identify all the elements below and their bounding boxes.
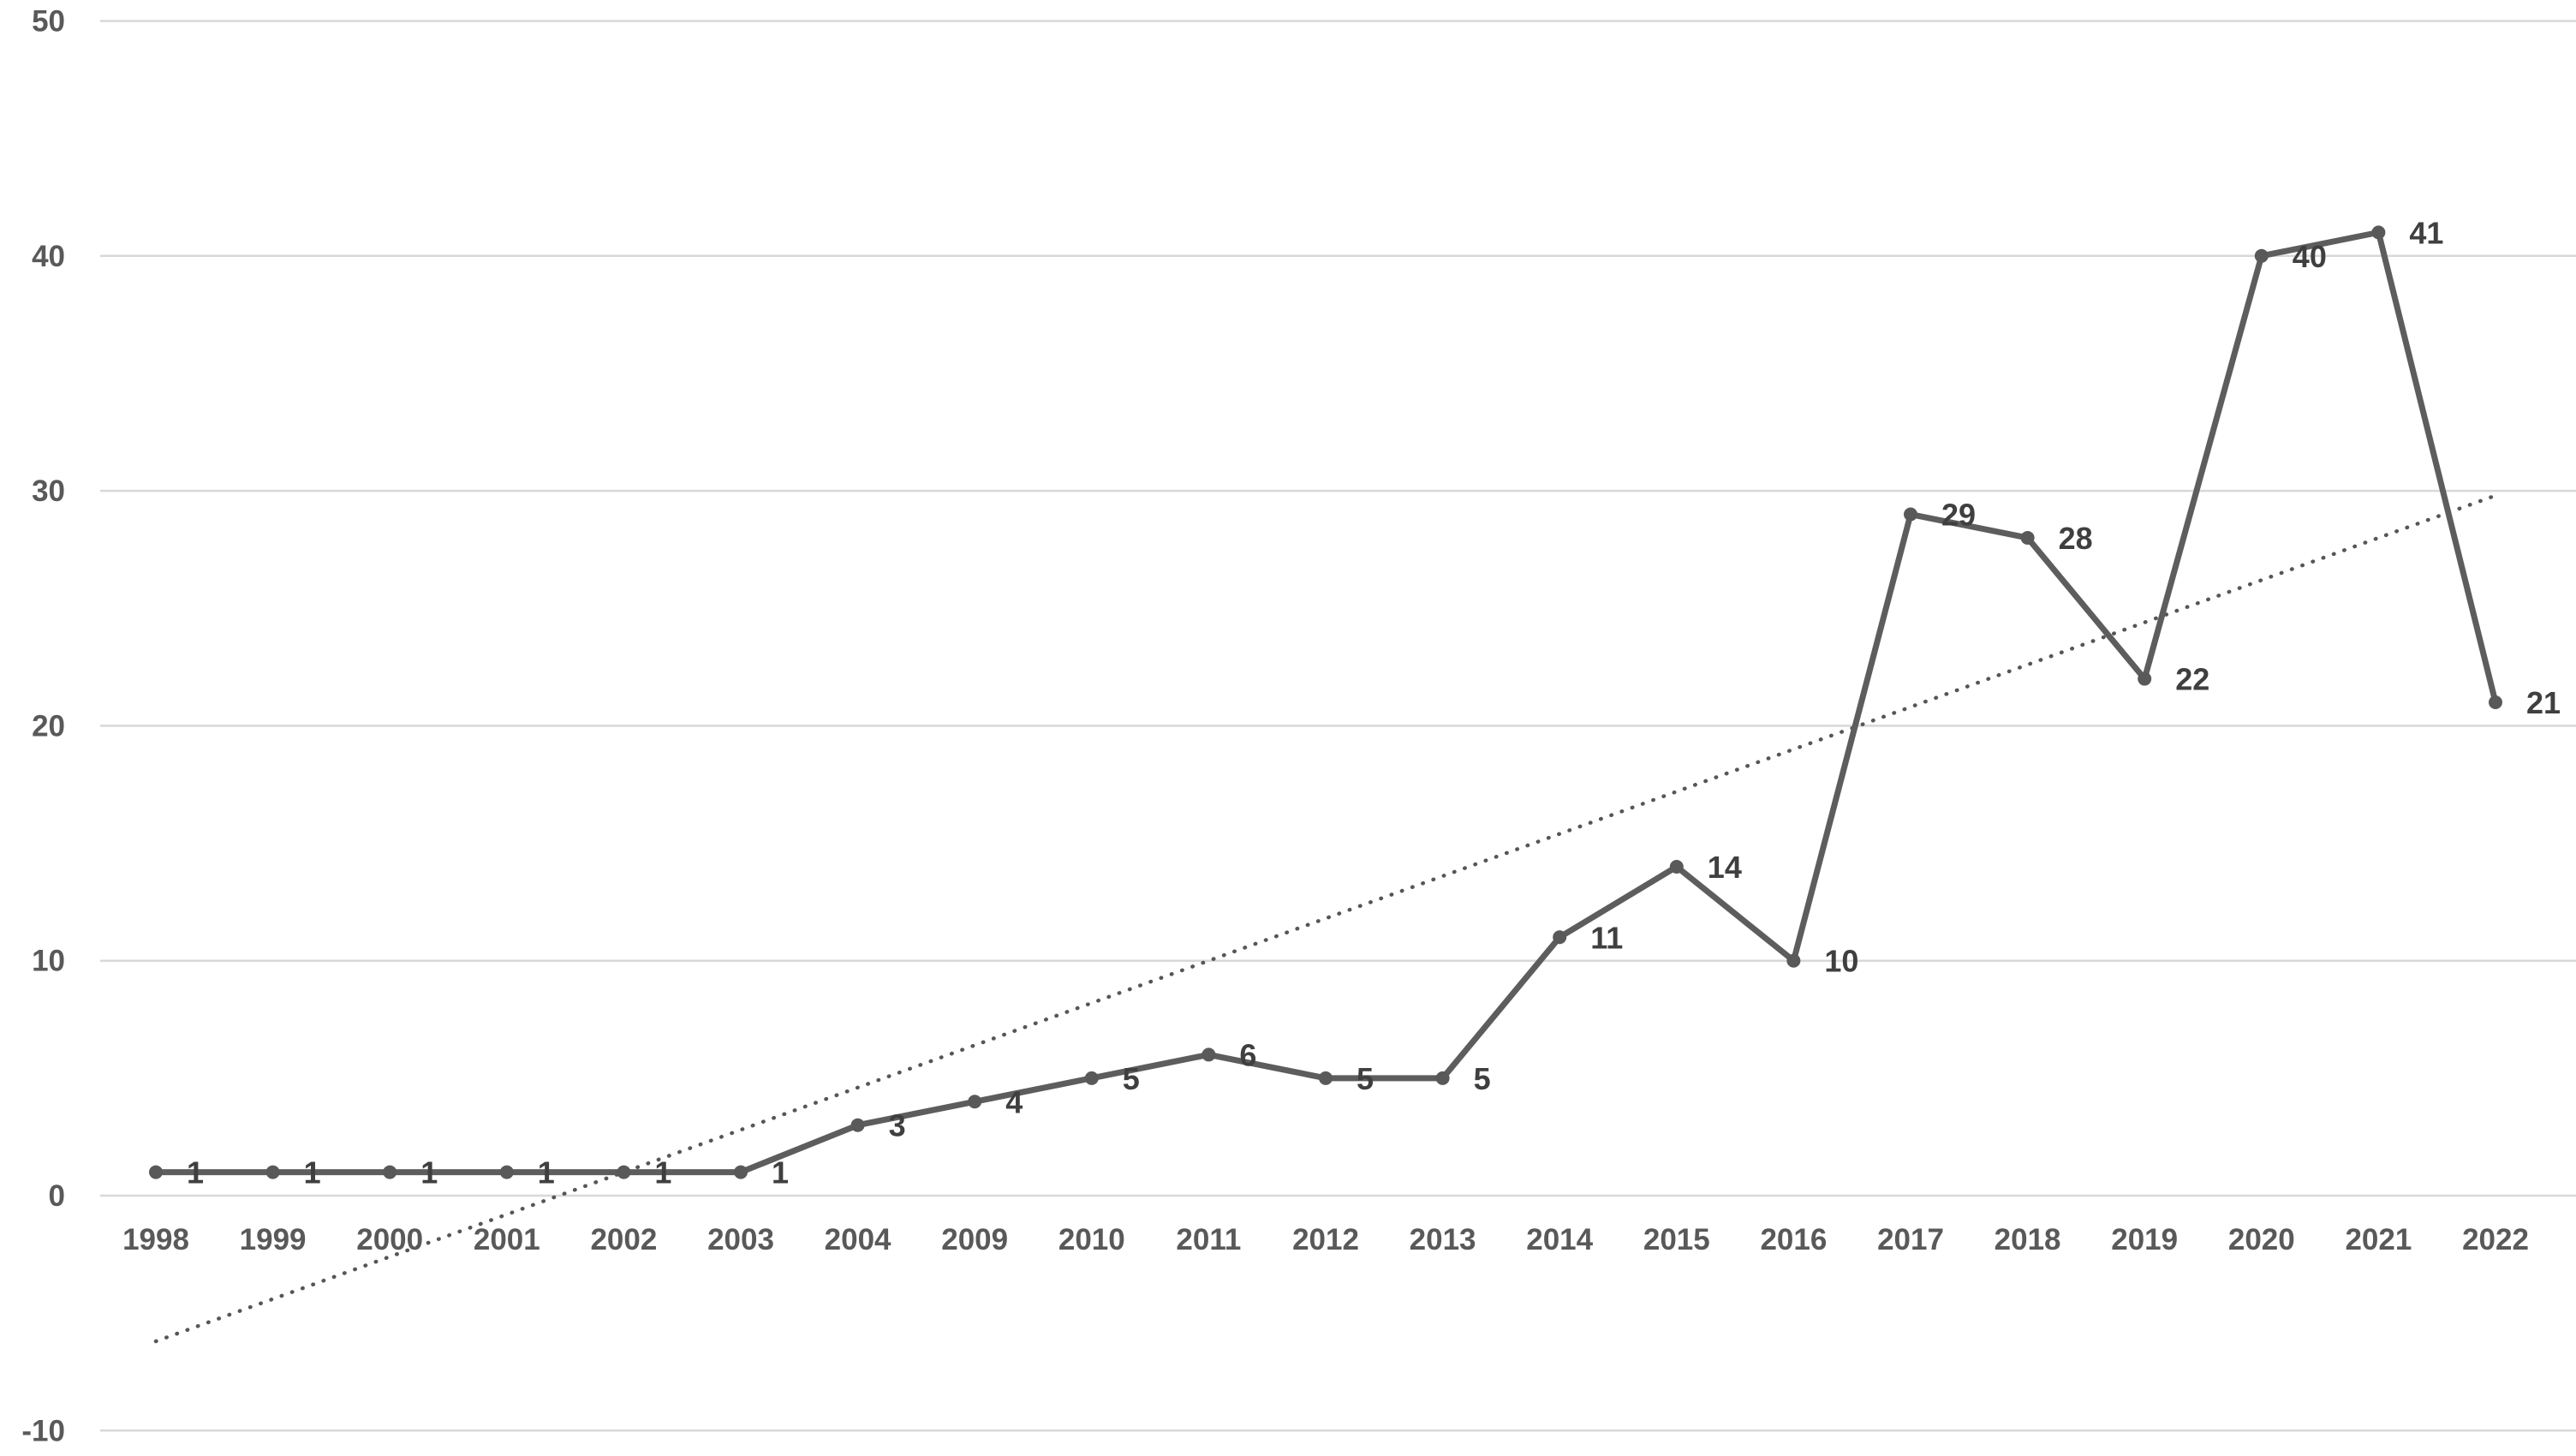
x-axis-tick-label: 2016 (1760, 1223, 1827, 1256)
x-axis-labels: 1998 1999 2000 2001 2002 2003 2004 2009 2010 2011… (122, 1223, 2529, 1256)
data-point-marker (2489, 695, 2502, 709)
x-axis-tick-label: 2019 (2111, 1223, 2178, 1256)
data-point-marker (499, 1165, 514, 1179)
gridlines (100, 20, 2576, 1432)
markers-group (149, 225, 2502, 1179)
trendline-group (153, 493, 2498, 1344)
data-point-label: 29 (1941, 498, 1976, 533)
data-point-marker (383, 1165, 397, 1179)
x-axis-tick-label: 2010 (1058, 1223, 1125, 1256)
data-point-marker (149, 1165, 163, 1179)
data-point-marker (1202, 1047, 1216, 1062)
y-axis-tick-label: 40 (32, 240, 65, 273)
x-axis-tick-label: 2000 (356, 1223, 423, 1256)
y-axis-tick-label: 10 (32, 945, 65, 978)
series-line (152, 229, 2499, 1176)
data-point-marker (968, 1095, 982, 1109)
data-point-label: 40 (2293, 239, 2327, 274)
x-axis-tick-label: 2012 (1292, 1223, 1359, 1256)
x-axis-tick-label: 2002 (590, 1223, 657, 1256)
data-point-label: 28 (2059, 521, 2093, 556)
y-axis-tick-label: 0 (49, 1179, 65, 1213)
y-axis-tick-label: 20 (32, 709, 65, 743)
data-point-marker (1553, 930, 1567, 945)
data-point-label: 11 (1590, 920, 1623, 955)
data-point-label: 1 (187, 1155, 204, 1190)
data-point-marker (1669, 859, 1684, 874)
x-axis-tick-label: 2018 (1995, 1223, 2061, 1256)
data-point-label: 5 (1357, 1061, 1374, 1096)
data-point-label: 14 (1708, 850, 1742, 885)
x-axis-tick-label: 2014 (1526, 1223, 1593, 1256)
x-axis-tick-label: 2001 (474, 1223, 540, 1256)
data-point-marker (1319, 1071, 1333, 1085)
x-axis-tick-label: 2003 (707, 1223, 774, 1256)
data-point-label: 5 (1474, 1061, 1491, 1096)
data-point-label: 41 (2409, 215, 2443, 250)
data-point-marker (1904, 507, 1917, 522)
x-axis-tick-label: 2017 (1877, 1223, 1944, 1256)
data-point-marker (2020, 530, 2035, 545)
data-point-label: 1 (304, 1155, 321, 1190)
x-axis-tick-label: 2022 (2462, 1223, 2529, 1256)
data-point-marker (617, 1165, 631, 1179)
data-point-label: 4 (1005, 1084, 1023, 1119)
data-point-marker (2138, 671, 2152, 686)
y-axis-tick-label: 30 (32, 474, 65, 508)
trendline (153, 493, 2498, 1344)
data-point-label: 1 (420, 1155, 438, 1190)
x-axis-tick-label: 2021 (2345, 1223, 2412, 1256)
data-point-marker (2254, 248, 2269, 263)
data-point-marker (1084, 1071, 1099, 1085)
data-point-marker (2371, 225, 2386, 240)
data-point-marker (1786, 953, 1801, 968)
data-point-marker (850, 1118, 865, 1132)
data-point-label: 5 (1123, 1061, 1140, 1096)
x-axis-tick-label: 2009 (941, 1223, 1008, 1256)
data-point-label: 10 (1824, 944, 1858, 979)
y-axis-tick-label: 50 (32, 5, 65, 39)
data-point-label: 21 (2526, 685, 2561, 720)
data-point-label: 1 (538, 1155, 555, 1190)
data-point-marker (1435, 1071, 1450, 1085)
x-axis-tick-label: 2011 (1176, 1223, 1241, 1256)
data-point-label: 1 (772, 1155, 789, 1190)
y-axis-tick-label: -10 (21, 1414, 65, 1447)
y-axis-labels: 50 40 30 20 10 0 -10 (21, 5, 65, 1448)
x-axis-tick-label: 2015 (1643, 1223, 1710, 1256)
data-point-marker (734, 1165, 748, 1179)
x-axis-tick-label: 2004 (825, 1223, 891, 1256)
data-point-label: 6 (1239, 1037, 1256, 1072)
x-axis-tick-label: 1999 (240, 1223, 307, 1256)
x-axis-tick-label: 2020 (2228, 1223, 2295, 1256)
data-point-marker (265, 1165, 280, 1179)
x-axis-tick-label: 2013 (1410, 1223, 1476, 1256)
data-point-label: 1 (654, 1155, 671, 1190)
data-point-label: 22 (2175, 662, 2209, 697)
x-axis-tick-label: 1998 (122, 1223, 189, 1256)
data-point-label: 3 (889, 1108, 906, 1143)
series-group (152, 229, 2499, 1176)
